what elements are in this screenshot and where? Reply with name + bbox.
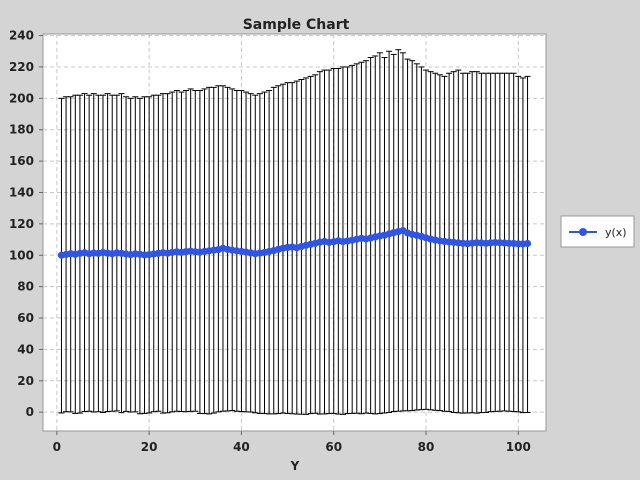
y-tick-label: 160 [9,154,34,168]
y-tick-label: 240 [9,29,34,43]
legend: y(x) [560,215,635,248]
x-tick-label: 60 [325,440,342,454]
y-tick-label: 120 [9,217,34,231]
x-tick-labels: 0 20 40 60 80 100 [53,440,531,454]
x-tick-label: 0 [53,440,61,454]
plot-area [42,33,547,432]
axes [39,35,519,435]
y-tick-label: 80 [17,280,34,294]
y-tick-label: 0 [26,405,34,419]
y-tick-label: 220 [9,60,34,74]
y-tick-label: 40 [17,342,34,356]
data-point [523,239,532,248]
y-tick-label: 200 [9,91,34,105]
x-axis-label: Y [290,459,300,473]
y-tick-label: 180 [9,123,34,137]
y-tick-label: 140 [9,185,34,199]
legend-label: y(x) [605,226,627,239]
y-tick-label: 60 [17,311,34,325]
legend-marker-swatch [579,228,587,236]
x-tick-label: 20 [141,440,158,454]
x-tick-label: 80 [418,440,435,454]
y-tick-labels: 0 20 40 60 80 100 120 140 160 180 200 220 240 [9,29,34,420]
chart-title: Sample Chart [243,17,350,33]
y-tick-label: 100 [9,248,34,262]
x-tick-label: 40 [233,440,250,454]
series [57,227,532,259]
x-tick-label: 100 [506,440,531,454]
y-tick-label: 20 [17,374,34,388]
